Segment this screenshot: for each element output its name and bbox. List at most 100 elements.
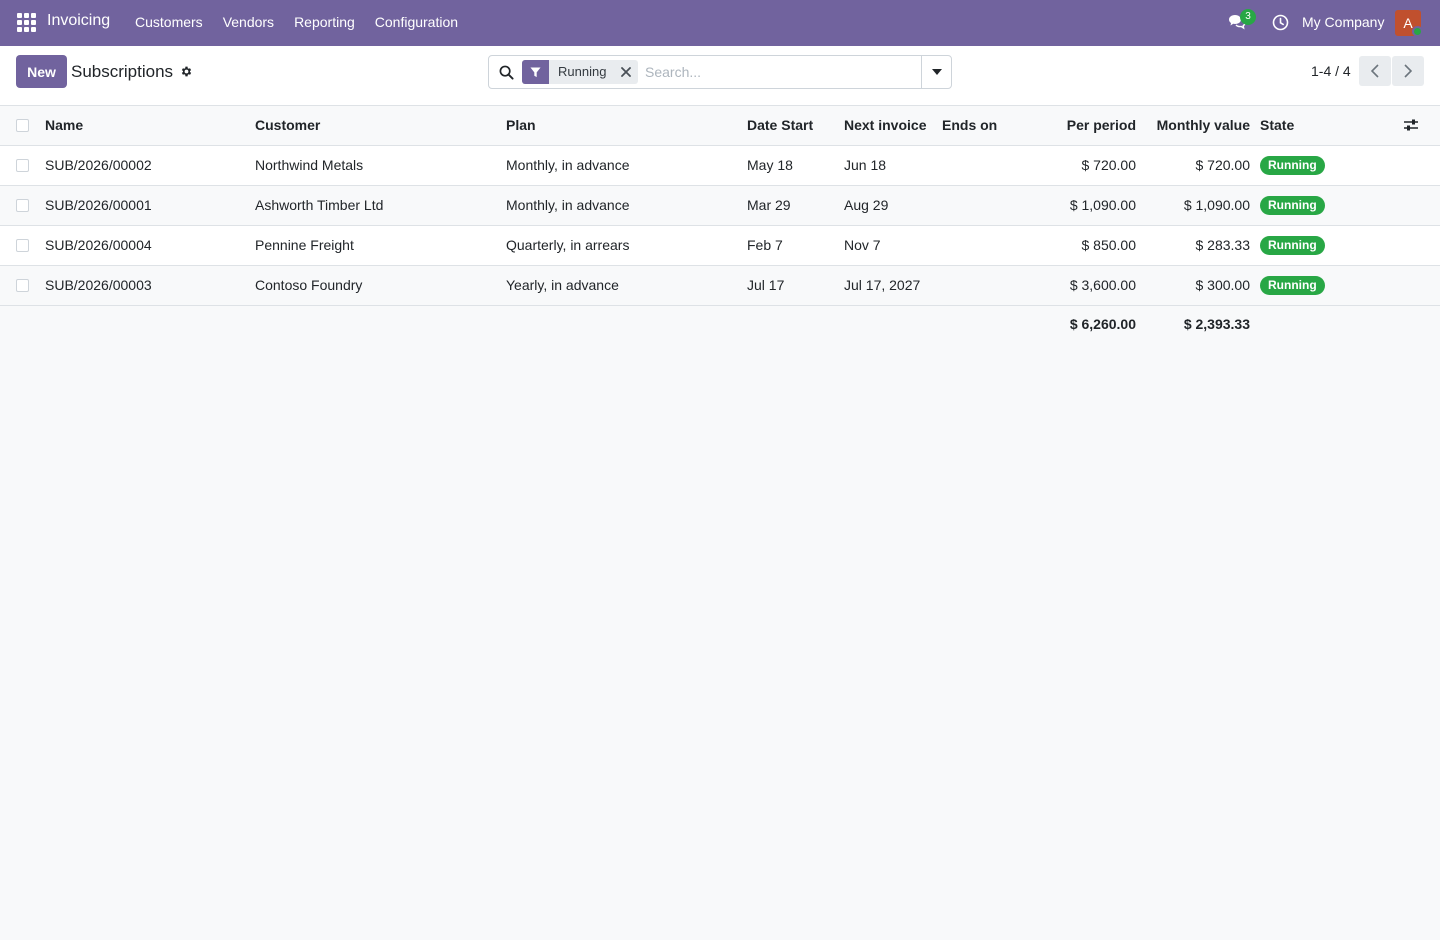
- top-navbar: Invoicing Customers Vendors Reporting Co…: [0, 0, 1440, 46]
- menu-item-vendors[interactable]: Vendors: [222, 14, 275, 30]
- column-header-per-period[interactable]: Per period: [1045, 106, 1146, 146]
- app-name[interactable]: Invoicing: [47, 12, 111, 29]
- company-switcher[interactable]: My Company: [1302, 14, 1385, 30]
- column-header-monthly-value[interactable]: Monthly value: [1146, 106, 1260, 146]
- totals-row: $ 6,260.00 $ 2,393.33: [0, 305, 1440, 343]
- search-icon[interactable]: [499, 65, 514, 80]
- online-status-dot: [1412, 26, 1423, 37]
- cell-customer: Pennine Freight: [255, 225, 506, 266]
- caret-down-icon: [931, 69, 942, 75]
- cell-per-period: $ 3,600.00: [1045, 265, 1146, 306]
- cell-name: SUB/2026/00001: [45, 185, 255, 226]
- cell-spacer: [1400, 185, 1440, 226]
- pager-previous-button[interactable]: [1359, 56, 1391, 86]
- cell-spacer: [1400, 145, 1440, 186]
- status-badge: Running: [1260, 195, 1325, 215]
- search-bar: Running: [488, 55, 952, 89]
- status-badge: Running: [1260, 155, 1325, 175]
- chevron-right-icon: [1404, 64, 1412, 78]
- cell-plan: Monthly, in advance: [506, 185, 747, 226]
- cell-next-invoice: Jun 18: [844, 145, 942, 186]
- clock-icon[interactable]: [1272, 14, 1289, 31]
- pager-value[interactable]: 1-4 / 4: [1311, 63, 1351, 79]
- close-icon[interactable]: [614, 60, 638, 84]
- new-button[interactable]: New: [16, 55, 67, 88]
- cell-ends-on: [942, 265, 1045, 306]
- select-all-checkbox[interactable]: [16, 118, 29, 132]
- total-per-period: $ 6,260.00: [1069, 316, 1136, 333]
- row-checkbox[interactable]: [16, 198, 29, 212]
- column-header-customer[interactable]: Customer: [255, 106, 506, 146]
- menu-item-configuration[interactable]: Configuration: [374, 14, 459, 30]
- cell-next-invoice: Aug 29: [844, 185, 942, 226]
- cell-name: SUB/2026/00003: [45, 265, 255, 306]
- column-header-next-invoice[interactable]: Next invoice: [844, 106, 942, 146]
- cell-state: Running: [1260, 265, 1400, 306]
- pager-next-button[interactable]: [1392, 56, 1424, 86]
- row-checkbox[interactable]: [16, 278, 29, 292]
- cell-customer: Ashworth Timber Ltd: [255, 185, 506, 226]
- cell-next-invoice: Jul 17, 2027: [844, 265, 942, 306]
- subscriptions-list: Name Customer Plan Date Start Next invoi…: [0, 106, 1440, 343]
- cell-plan: Quarterly, in arrears: [506, 225, 747, 266]
- search-input[interactable]: [645, 62, 915, 82]
- cell-monthly-value: $ 1,090.00: [1146, 185, 1260, 226]
- cell-spacer: [1400, 265, 1440, 306]
- cell-monthly-value: $ 283.33: [1146, 225, 1260, 266]
- menu-item-reporting[interactable]: Reporting: [294, 14, 355, 30]
- apps-grid-icon[interactable]: [17, 13, 36, 32]
- control-panel: New Subscriptions Running 1-4 / 4: [0, 46, 1440, 106]
- cell-date-start: Mar 29: [747, 185, 844, 226]
- cell-date-start: Jul 17: [747, 265, 844, 306]
- cell-ends-on: [942, 225, 1045, 266]
- cell-name: SUB/2026/00002: [45, 145, 255, 186]
- row-select-cell: [0, 145, 45, 186]
- gear-icon[interactable]: [180, 65, 193, 78]
- filter-facet-label: Running: [558, 64, 607, 79]
- search-options-toggle[interactable]: [921, 56, 951, 88]
- chevron-left-icon: [1371, 64, 1379, 78]
- cell-spacer: [1400, 225, 1440, 266]
- table-row[interactable]: SUB/2026/00001 Ashworth Timber Ltd Month…: [0, 185, 1440, 226]
- cell-ends-on: [942, 145, 1045, 186]
- main-menu: Customers Vendors Reporting Configuratio…: [135, 14, 478, 30]
- filter-facet: Running: [522, 60, 639, 84]
- row-checkbox[interactable]: [16, 158, 29, 172]
- cell-name: SUB/2026/00004: [45, 225, 255, 266]
- cell-customer: Contoso Foundry: [255, 265, 506, 306]
- cell-per-period: $ 720.00: [1045, 145, 1146, 186]
- cell-customer: Northwind Metals: [255, 145, 506, 186]
- cell-plan: Monthly, in advance: [506, 145, 747, 186]
- sliders-icon[interactable]: [1403, 118, 1419, 132]
- cell-per-period: $ 1,090.00: [1045, 185, 1146, 226]
- cell-state: Running: [1260, 185, 1400, 226]
- filter-icon: [522, 60, 549, 84]
- table-header-row: Name Customer Plan Date Start Next invoi…: [0, 106, 1440, 146]
- total-monthly-value: $ 2,393.33: [1183, 316, 1250, 333]
- menu-item-customers[interactable]: Customers: [135, 14, 203, 30]
- table-row[interactable]: SUB/2026/00004 Pennine Freight Quarterly…: [0, 225, 1440, 266]
- cell-date-start: May 18: [747, 145, 844, 186]
- status-badge: Running: [1260, 275, 1325, 295]
- row-select-cell: [0, 265, 45, 306]
- column-header-state[interactable]: State: [1260, 106, 1400, 146]
- column-header-ends-on[interactable]: Ends on: [942, 106, 1045, 146]
- column-header-date-start[interactable]: Date Start: [747, 106, 844, 146]
- select-all-cell: [0, 106, 45, 146]
- cell-state: Running: [1260, 145, 1400, 186]
- column-header-plan[interactable]: Plan: [506, 106, 747, 146]
- row-checkbox[interactable]: [16, 238, 29, 252]
- cell-ends-on: [942, 185, 1045, 226]
- cell-state: Running: [1260, 225, 1400, 266]
- table-row[interactable]: SUB/2026/00003 Contoso Foundry Yearly, i…: [0, 265, 1440, 306]
- cell-date-start: Feb 7: [747, 225, 844, 266]
- cell-next-invoice: Nov 7: [844, 225, 942, 266]
- cell-per-period: $ 850.00: [1045, 225, 1146, 266]
- status-badge: Running: [1260, 235, 1325, 255]
- page-title: Subscriptions: [71, 62, 174, 81]
- row-select-cell: [0, 185, 45, 226]
- column-header-name[interactable]: Name: [45, 106, 255, 146]
- subscriptions-table: Name Customer Plan Date Start Next invoi…: [0, 106, 1440, 343]
- chat-count-badge: 3: [1240, 9, 1256, 25]
- table-row[interactable]: SUB/2026/00002 Northwind Metals Monthly,…: [0, 145, 1440, 186]
